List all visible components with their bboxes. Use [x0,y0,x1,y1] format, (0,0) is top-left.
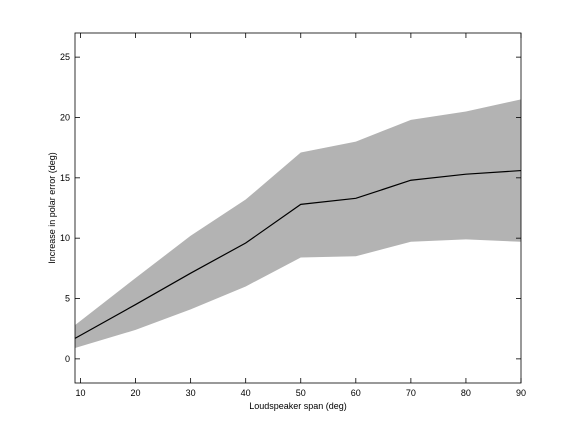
mean-line [74,169,522,339]
x-tick-label: 60 [351,388,361,398]
y-tick-label: 15 [60,173,70,183]
error-band [75,99,521,349]
x-tick-label: 70 [406,388,416,398]
error-band-layer [75,99,521,349]
x-tick-label: 30 [186,388,196,398]
y-tick-label: 25 [60,52,70,62]
tick-layer: 10 20 30 40 50 60 70 80 90 0 5 10 15 20 25 [60,33,526,398]
x-tick-label: 50 [296,388,306,398]
x-tick-label: 40 [241,388,251,398]
y-tick-label: 5 [65,294,70,304]
x-tick-label: 20 [131,388,141,398]
x-tick-label: 90 [516,388,526,398]
x-tick-label: 10 [75,388,85,398]
y-tick-label: 10 [60,233,70,243]
y-tick-label: 20 [60,112,70,122]
x-axis-label: Loudspeaker span (deg) [249,401,347,411]
x-tick-label: 80 [461,388,471,398]
y-axis-label: Increase in polar error (deg) [47,152,57,264]
mean-line-layer [74,169,522,339]
y-tick-label: 0 [65,354,70,364]
plot-frame [74,32,522,384]
